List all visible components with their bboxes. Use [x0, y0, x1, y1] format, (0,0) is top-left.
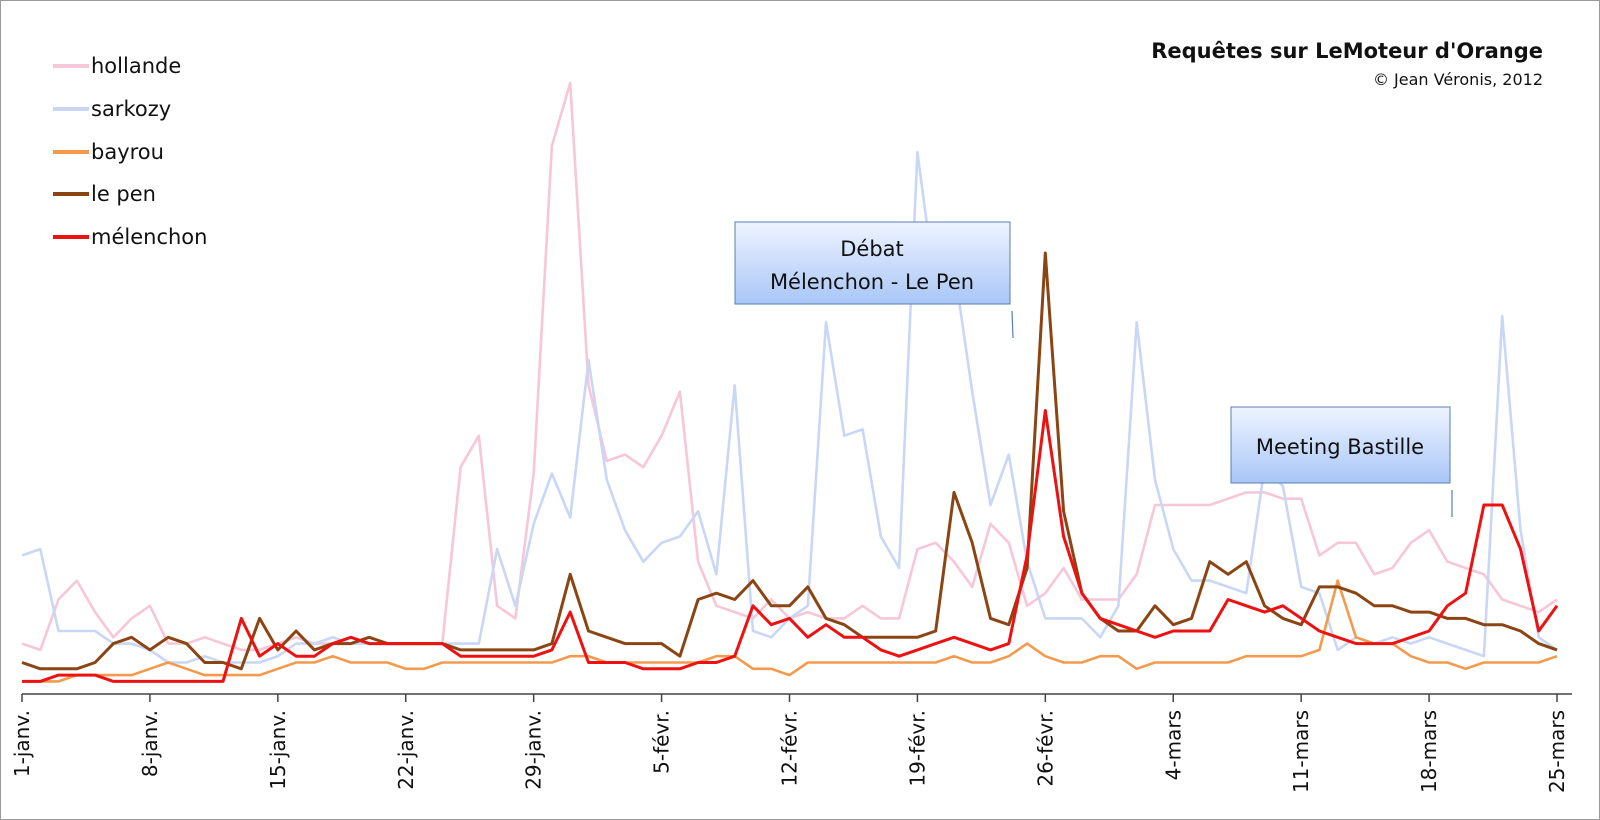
annotation-debat: Débat Mélenchon - Le Pen [734, 221, 1014, 339]
series-line-melenchon [22, 409, 1559, 683]
x-tick-label: 12-févr. [778, 710, 802, 787]
x-ticks: 1-janv. 8-janv. 15-janv. 22-janv. 29-janv. 5-… [10, 694, 1569, 793]
x-tick-label: 26-févr. [1033, 710, 1057, 787]
chart-subtitle: © Jean Véronis, 2012 [1373, 70, 1543, 89]
x-tick-label: 11-mars [1289, 710, 1313, 793]
legend-label-le-pen: le pen [91, 182, 156, 206]
x-tick-label: 5-févr. [650, 710, 674, 774]
x-tick-label: 4-mars [1161, 710, 1185, 780]
x-tick-label: 19-févr. [905, 710, 929, 787]
legend-label-hollande: hollande [91, 54, 181, 78]
legend-label-sarkozy: sarkozy [91, 97, 171, 121]
x-tick-label: 18-mars [1417, 710, 1441, 793]
legend: hollande sarkozy bayrou le pen mélenchon [53, 54, 207, 249]
series-line-bayrou [22, 579, 1558, 683]
annotation-debat-pointer [1011, 310, 1014, 339]
series-line-le-pen [21, 251, 1558, 671]
x-tick-label: 1-janv. [10, 710, 34, 777]
legend-label-bayrou: bayrou [91, 140, 164, 164]
series-line-hollande [21, 81, 1558, 652]
annotation-meeting-line-1: Meeting Bastille [1256, 435, 1424, 459]
annotation-debat-box [734, 221, 1011, 305]
chart-title: Requêtes sur LeMoteur d'Orange [1151, 39, 1543, 63]
legend-label-melenchon: mélenchon [91, 225, 207, 249]
series-group [21, 81, 1559, 683]
annotation-meeting-box [1230, 406, 1451, 484]
x-tick-label: 25-mars [1545, 710, 1569, 793]
x-tick-label: 22-janv. [394, 710, 418, 790]
annotation-debat-line-2: Mélenchon - Le Pen [770, 270, 974, 294]
x-tick-label: 15-janv. [266, 710, 290, 790]
x-tick-label: 8-janv. [138, 710, 162, 777]
x-tick-label: 29-janv. [522, 710, 546, 790]
annotation-meeting: Meeting Bastille [1230, 406, 1453, 517]
annotation-debat-line-1: Débat [840, 237, 904, 261]
